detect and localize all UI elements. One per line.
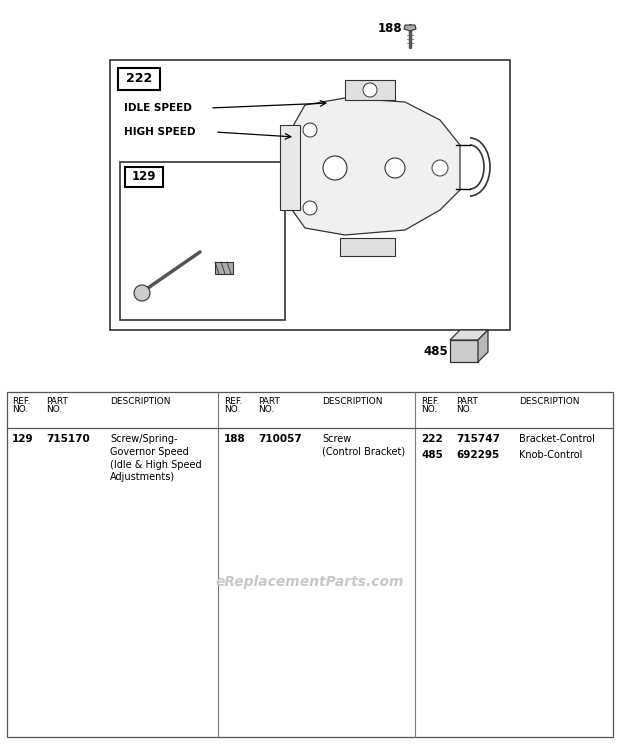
Text: NO.: NO. bbox=[224, 405, 241, 414]
Text: 715747: 715747 bbox=[456, 434, 500, 444]
Text: DESCRIPTION: DESCRIPTION bbox=[322, 397, 383, 406]
Bar bbox=[450, 340, 478, 362]
Text: 129: 129 bbox=[12, 434, 33, 444]
Text: NO.: NO. bbox=[46, 405, 62, 414]
Text: REF.: REF. bbox=[421, 397, 440, 406]
Polygon shape bbox=[478, 330, 488, 362]
Text: 692295: 692295 bbox=[456, 450, 499, 460]
Circle shape bbox=[385, 158, 405, 178]
Text: NO.: NO. bbox=[12, 405, 29, 414]
Text: NO.: NO. bbox=[456, 405, 472, 414]
Bar bbox=[215, 262, 233, 274]
Text: 222: 222 bbox=[126, 72, 152, 86]
Bar bbox=[340, 238, 395, 256]
Text: NO.: NO. bbox=[258, 405, 274, 414]
Text: 222: 222 bbox=[421, 434, 443, 444]
Bar bbox=[7, 392, 613, 737]
Text: 710057: 710057 bbox=[258, 434, 302, 444]
Bar bbox=[110, 60, 510, 330]
Text: REF.: REF. bbox=[224, 397, 242, 406]
Text: 129: 129 bbox=[131, 170, 156, 184]
Text: 485: 485 bbox=[421, 450, 443, 460]
Text: 188: 188 bbox=[378, 22, 402, 35]
Bar bbox=[125, 167, 163, 187]
Circle shape bbox=[303, 123, 317, 137]
Text: HIGH SPEED: HIGH SPEED bbox=[124, 127, 195, 137]
Polygon shape bbox=[285, 98, 460, 235]
Polygon shape bbox=[404, 25, 416, 31]
Text: DESCRIPTION: DESCRIPTION bbox=[519, 397, 580, 406]
Circle shape bbox=[363, 83, 377, 97]
Text: REF.: REF. bbox=[12, 397, 30, 406]
Polygon shape bbox=[450, 330, 488, 340]
Circle shape bbox=[303, 201, 317, 215]
Circle shape bbox=[134, 285, 150, 301]
Text: PART: PART bbox=[46, 397, 68, 406]
Text: Screw
(Control Bracket): Screw (Control Bracket) bbox=[322, 434, 405, 457]
Polygon shape bbox=[280, 125, 300, 210]
Text: IDLE SPEED: IDLE SPEED bbox=[124, 103, 192, 113]
Text: PART: PART bbox=[258, 397, 280, 406]
Text: DESCRIPTION: DESCRIPTION bbox=[110, 397, 170, 406]
Circle shape bbox=[323, 156, 347, 180]
Text: eReplacementParts.com: eReplacementParts.com bbox=[216, 575, 404, 589]
Text: 188: 188 bbox=[224, 434, 246, 444]
Text: Bracket-Control: Bracket-Control bbox=[519, 434, 595, 444]
Text: NO.: NO. bbox=[421, 405, 437, 414]
Text: Screw/Spring-
Governor Speed
(Idle & High Speed
Adjustments): Screw/Spring- Governor Speed (Idle & Hig… bbox=[110, 434, 202, 482]
Text: 715170: 715170 bbox=[46, 434, 90, 444]
Circle shape bbox=[432, 160, 448, 176]
Text: PART: PART bbox=[456, 397, 478, 406]
Bar bbox=[118, 68, 160, 90]
Text: 485: 485 bbox=[423, 345, 448, 358]
Bar bbox=[120, 162, 285, 320]
Text: Knob-Control: Knob-Control bbox=[519, 450, 582, 460]
Bar bbox=[345, 80, 395, 100]
